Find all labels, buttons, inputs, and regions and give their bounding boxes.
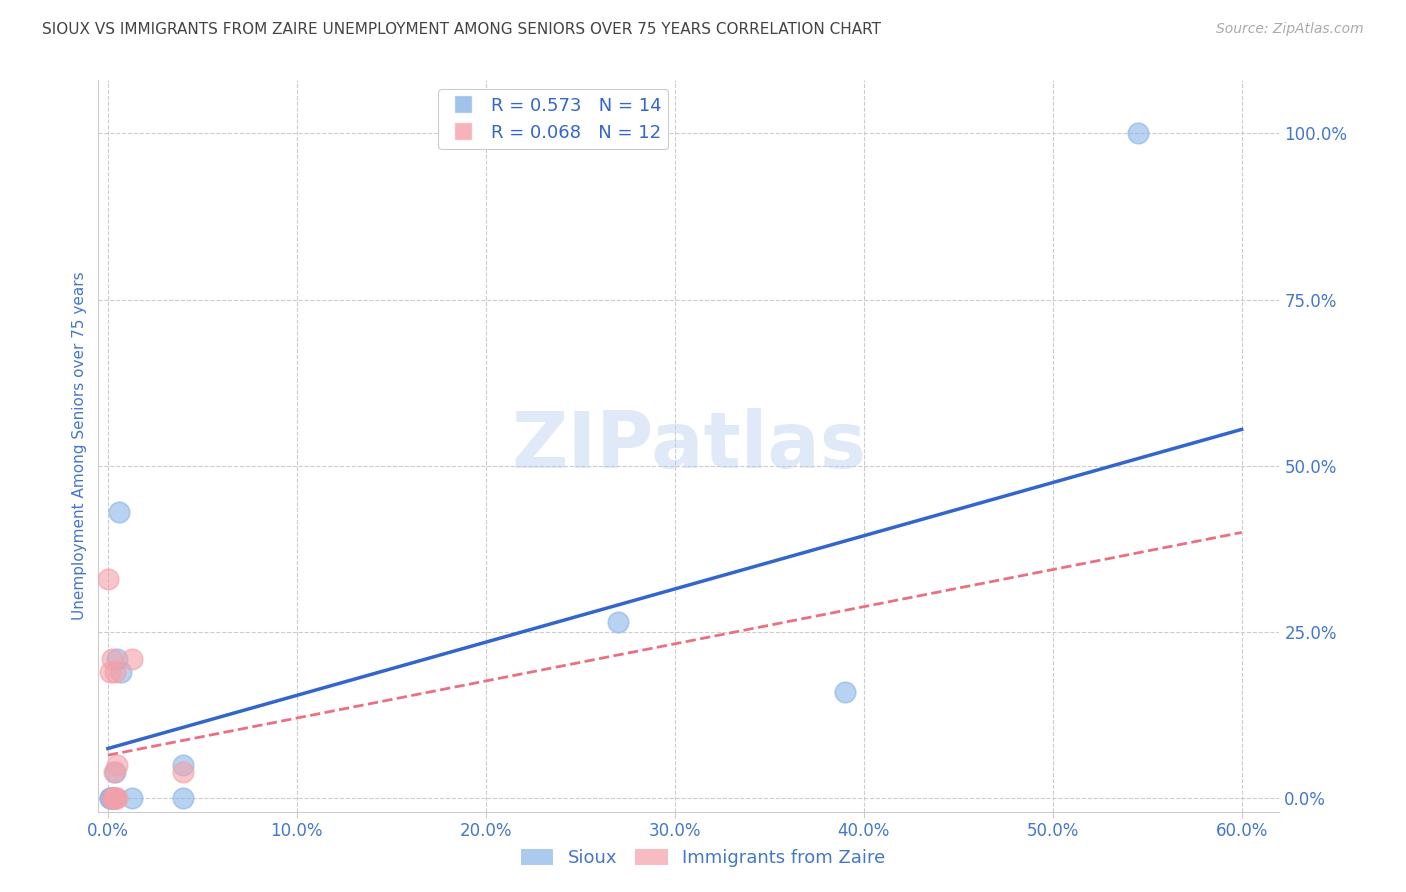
Text: Source: ZipAtlas.com: Source: ZipAtlas.com [1216,22,1364,37]
Point [103,791,125,805]
Point [104,791,127,805]
Point [105,791,128,805]
Point [1126,127,1149,141]
Text: ZIPatlas: ZIPatlas [512,408,866,484]
Point [108,506,131,520]
Point [172,764,194,779]
Point [103,791,125,805]
Point [105,758,128,772]
Text: SIOUX VS IMMIGRANTS FROM ZAIRE UNEMPLOYMENT AMONG SENIORS OVER 75 YEARS CORRELAT: SIOUX VS IMMIGRANTS FROM ZAIRE UNEMPLOYM… [42,22,882,37]
Point [100,791,122,805]
Point [834,685,856,699]
Point [121,652,143,666]
Point [172,758,194,772]
Point [100,652,122,666]
Point [100,791,122,805]
Point [103,791,125,805]
Y-axis label: Unemployment Among Seniors over 75 years: Unemployment Among Seniors over 75 years [72,272,87,620]
Point [110,665,132,679]
Point [105,652,128,666]
Point [104,791,127,805]
Point [104,764,127,779]
Point [104,665,127,679]
Point [103,764,125,779]
Legend: Sioux, Immigrants from Zaire: Sioux, Immigrants from Zaire [513,841,893,874]
Point [121,791,143,805]
Point [97,572,120,586]
Point [607,615,630,630]
Point [98,791,121,805]
Point [98,791,121,805]
Point [100,791,122,805]
Point [98,665,121,679]
Point [172,791,194,805]
Legend: R = 0.573   N = 14, R = 0.068   N = 12: R = 0.573 N = 14, R = 0.068 N = 12 [439,89,668,149]
